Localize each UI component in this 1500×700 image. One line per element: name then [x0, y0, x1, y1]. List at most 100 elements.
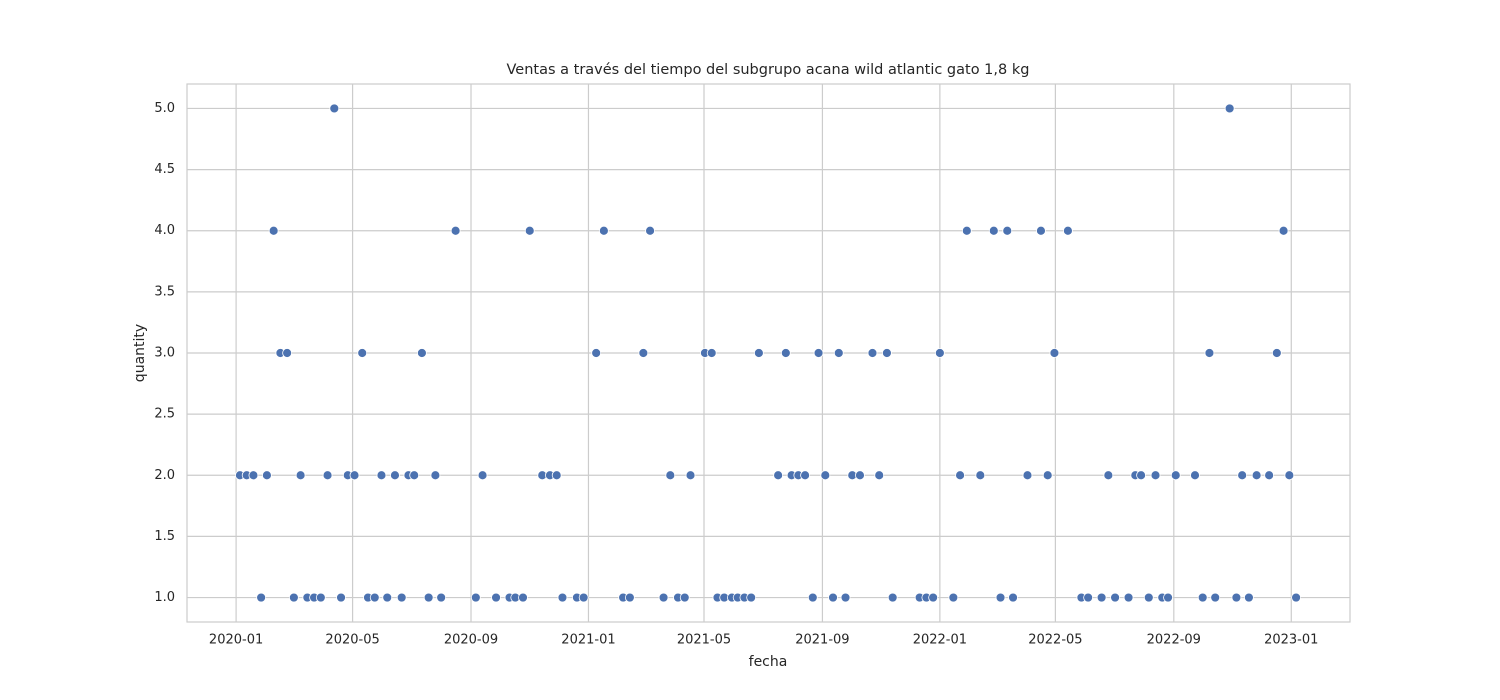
point: [557, 592, 568, 603]
point: [867, 348, 878, 358]
point: [645, 225, 655, 236]
point: [1123, 592, 1134, 603]
x-tick-label: 2022-01: [913, 633, 967, 648]
point: [598, 225, 609, 236]
point: [369, 592, 380, 603]
point: [1163, 592, 1173, 603]
y-tick-label: 1.5: [154, 529, 175, 544]
y-tick-label: 2.5: [154, 407, 175, 422]
point: [578, 592, 589, 603]
point: [1271, 348, 1282, 358]
point: [807, 592, 818, 603]
point: [706, 348, 717, 358]
point: [961, 225, 972, 236]
point: [315, 592, 326, 603]
point: [955, 470, 965, 481]
chart-title: Ventas a través del tiempo del subgrupo …: [507, 62, 1030, 78]
point: [288, 592, 299, 603]
x-tick-label: 2023-01: [1264, 633, 1318, 648]
point: [423, 592, 434, 603]
point: [638, 348, 649, 358]
point: [1170, 470, 1181, 481]
point: [256, 592, 267, 603]
point: [382, 592, 393, 603]
point: [349, 470, 360, 481]
y-tick-label: 5.0: [154, 101, 175, 116]
point: [1049, 348, 1060, 358]
point: [376, 470, 387, 481]
point: [491, 592, 501, 603]
point: [1083, 592, 1094, 603]
points: [235, 103, 1301, 603]
x-axis-label: fecha: [749, 654, 788, 670]
point: [995, 592, 1006, 603]
y-tick-label: 4.0: [154, 223, 175, 238]
y-tick-label: 2.0: [154, 468, 175, 483]
x-tick-label: 2021-05: [677, 633, 731, 648]
y-axis-label: quantity: [132, 324, 148, 382]
point: [524, 225, 535, 236]
x-tick-label: 2021-09: [795, 633, 849, 648]
point: [1042, 470, 1053, 481]
point: [1210, 592, 1221, 603]
point: [887, 592, 898, 603]
y-tick-label: 3.5: [154, 284, 175, 299]
point: [1036, 225, 1046, 236]
y-tick-label: 1.0: [154, 590, 175, 605]
point: [882, 348, 892, 358]
point: [1002, 225, 1013, 236]
point: [1022, 470, 1033, 481]
point: [1204, 348, 1215, 358]
point: [928, 592, 939, 603]
point: [322, 470, 333, 481]
point: [551, 470, 562, 481]
point: [1251, 470, 1262, 481]
plot-frame: [186, 83, 1351, 623]
point: [855, 470, 865, 481]
point: [329, 103, 340, 114]
point: [1224, 103, 1235, 114]
point: [409, 470, 420, 481]
point: [820, 470, 831, 481]
point: [1103, 470, 1114, 481]
point: [268, 225, 279, 236]
point: [840, 592, 851, 603]
x-tick-label: 2022-05: [1028, 633, 1082, 648]
point: [1264, 470, 1275, 481]
y-tick-label: 3.0: [154, 346, 175, 361]
point: [665, 470, 676, 481]
point: [248, 470, 259, 481]
point: [988, 225, 999, 236]
point: [591, 348, 602, 358]
point: [1284, 470, 1295, 481]
point: [1150, 470, 1161, 481]
point: [780, 348, 791, 358]
point: [1244, 592, 1254, 603]
point: [390, 470, 400, 481]
point: [295, 470, 306, 481]
point: [436, 592, 447, 603]
point: [828, 592, 838, 603]
point: [658, 592, 669, 603]
x-tick-label: 2020-09: [444, 633, 498, 648]
point: [874, 470, 885, 481]
point: [357, 348, 368, 358]
point: [282, 348, 293, 358]
point: [396, 592, 407, 603]
point: [685, 470, 696, 481]
point: [518, 592, 528, 603]
point: [1136, 470, 1146, 481]
x-tick-label: 2021-01: [561, 633, 615, 648]
point: [934, 348, 945, 358]
x-tick-label: 2020-05: [325, 633, 379, 648]
point: [948, 592, 959, 603]
point: [1063, 225, 1073, 236]
point: [1197, 592, 1208, 603]
point: [1278, 225, 1289, 236]
point: [975, 470, 986, 481]
point: [1231, 592, 1242, 603]
point: [624, 592, 635, 603]
point: [1110, 592, 1120, 603]
